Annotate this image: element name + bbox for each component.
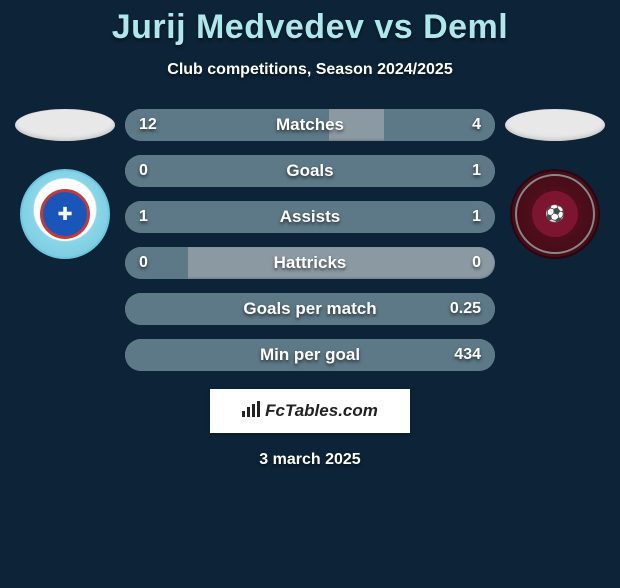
comparison-date: 3 march 2025	[0, 451, 620, 469]
stat-value-left: 0	[139, 162, 148, 180]
left-player-col: ✚	[5, 109, 125, 259]
right-player-col	[495, 109, 615, 259]
stat-row: Goals0 1	[125, 155, 495, 187]
stat-value-right: 0	[472, 254, 481, 272]
right-team-ring	[515, 174, 595, 254]
stat-value-right: 1	[472, 208, 481, 226]
stat-row: Assists1 1	[125, 201, 495, 233]
stat-row: Goals per match0.25	[125, 293, 495, 325]
right-team-ball-icon	[532, 191, 578, 237]
stat-label: Goals	[125, 161, 495, 181]
stat-label: Goals per match	[125, 299, 495, 319]
left-team-crest-icon: ✚	[40, 189, 90, 239]
stat-row: Matches12 4	[125, 109, 495, 141]
stat-value-left: 1	[139, 208, 148, 226]
stat-value-left: 12	[139, 116, 157, 134]
season-subtitle: Club competitions, Season 2024/2025	[0, 61, 620, 79]
stat-row: Hattricks0 0	[125, 247, 495, 279]
stat-value-right: 1	[472, 162, 481, 180]
left-team-badge: ✚	[20, 169, 110, 259]
comparison-title: Jurij Medvedev vs Deml	[0, 8, 620, 47]
stat-value-left: 0	[139, 254, 148, 272]
comparison-body: ✚ Matches124Goals01Assists11Hattricks00G…	[0, 109, 620, 371]
source-text: FcTables.com	[265, 401, 378, 421]
source-attribution: FcTables.com	[210, 389, 410, 433]
stat-label: Matches	[125, 115, 495, 135]
right-ellipse-placeholder	[505, 109, 605, 141]
left-ellipse-placeholder	[15, 109, 115, 141]
stat-label: Assists	[125, 207, 495, 227]
stat-value-right: 434	[454, 346, 481, 364]
chart-icon	[242, 401, 260, 422]
stat-value-right: 0.25	[450, 300, 481, 318]
stat-row: Min per goal434	[125, 339, 495, 371]
stat-label: Min per goal	[125, 345, 495, 365]
stats-bars: Matches124Goals01Assists11Hattricks00Goa…	[125, 109, 495, 371]
stat-label: Hattricks	[125, 253, 495, 273]
stat-value-right: 4	[472, 116, 481, 134]
right-team-badge	[510, 169, 600, 259]
